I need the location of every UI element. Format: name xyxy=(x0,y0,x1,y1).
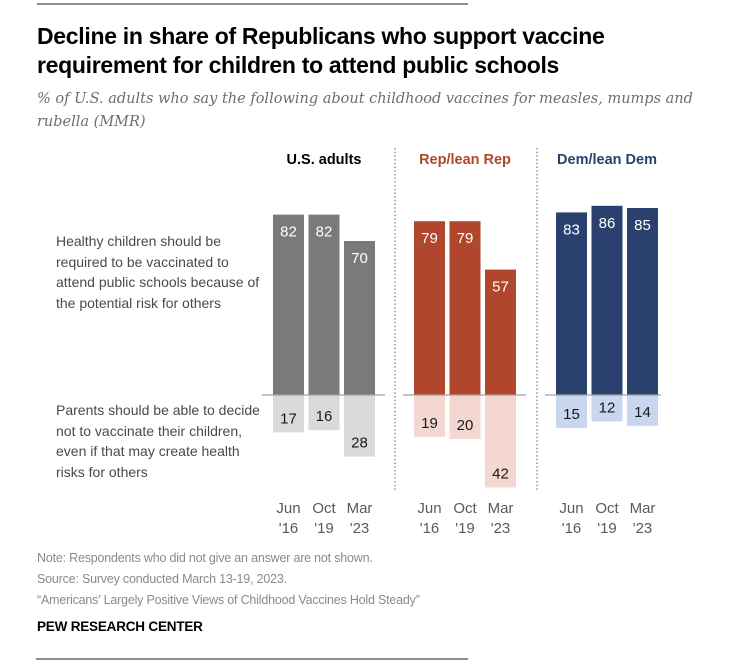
bottom-rule xyxy=(36,658,468,660)
bar-required-u-s-adults-1 xyxy=(273,214,304,395)
bar-required-rep-lean-rep-1 xyxy=(414,221,445,395)
bar-required-dem-lean-dem-2 xyxy=(591,205,623,395)
value-label-decide-rep-lean-rep-2: 20 xyxy=(457,417,474,434)
value-label-decide-rep-lean-rep-3: 42 xyxy=(492,465,509,482)
value-label-decide-u-s-adults-2: 16 xyxy=(316,408,333,425)
row-label-required: Healthy children should be required to b… xyxy=(56,233,260,311)
value-label-decide-dem-lean-dem-3: 14 xyxy=(634,404,651,421)
bar-decide-dem-lean-dem-1 xyxy=(556,395,587,428)
x-tick-label-u-s-adults-3-month: Mar xyxy=(347,500,373,517)
x-tick-label-u-s-adults-1-year: '16 xyxy=(279,520,299,537)
bar-decide-dem-lean-dem-3 xyxy=(627,395,658,426)
value-label-decide-u-s-adults-3: 28 xyxy=(351,435,368,452)
x-tick-label-dem-lean-dem-2-year: '19 xyxy=(597,520,617,537)
group-label-dem-lean-dem: Dem/lean Dem xyxy=(557,152,657,168)
value-label-required-u-s-adults-2: 82 xyxy=(316,224,333,241)
x-tick-label-rep-lean-rep-2-year: '19 xyxy=(455,520,475,537)
x-tick-label-rep-lean-rep-2-month: Oct xyxy=(453,500,477,517)
bar-decide-rep-lean-rep-1 xyxy=(414,395,445,437)
bar-required-u-s-adults-2 xyxy=(308,214,340,395)
x-tick-label-rep-lean-rep-3-year: '23 xyxy=(491,520,511,537)
x-tick-label-dem-lean-dem-3-month: Mar xyxy=(630,500,656,517)
x-tick-label-rep-lean-rep-1-month: Jun xyxy=(417,500,441,517)
bar-decide-rep-lean-rep-3 xyxy=(485,395,516,488)
value-label-required-dem-lean-dem-2: 86 xyxy=(599,215,616,232)
value-label-decide-dem-lean-dem-2: 12 xyxy=(599,399,616,416)
top-rule xyxy=(37,3,468,5)
bar-required-rep-lean-rep-2 xyxy=(449,221,481,395)
group-label-rep-lean-rep: Rep/lean Rep xyxy=(419,152,511,168)
value-label-required-dem-lean-dem-1: 83 xyxy=(563,221,580,238)
x-tick-label-rep-lean-rep-3-month: Mar xyxy=(488,500,514,517)
bar-decide-u-s-adults-1 xyxy=(273,395,304,433)
group-label-u-s-adults: U.S. adults xyxy=(287,152,362,168)
chart-title: Decline in share of Republicans who supp… xyxy=(37,23,605,78)
bar-decide-u-s-adults-3 xyxy=(344,395,375,457)
bar-required-dem-lean-dem-3 xyxy=(627,208,658,395)
x-tick-label-u-s-adults-2-month: Oct xyxy=(312,500,336,517)
value-label-required-dem-lean-dem-3: 85 xyxy=(634,217,651,234)
value-label-decide-dem-lean-dem-1: 15 xyxy=(563,406,580,423)
x-tick-label-u-s-adults-2-year: '19 xyxy=(314,520,334,537)
value-label-decide-u-s-adults-1: 17 xyxy=(280,410,297,427)
value-label-decide-rep-lean-rep-1: 19 xyxy=(421,415,438,432)
bar-decide-rep-lean-rep-2 xyxy=(449,395,481,439)
bar-decide-dem-lean-dem-2 xyxy=(591,395,623,422)
value-label-required-rep-lean-rep-3: 57 xyxy=(492,279,509,296)
bar-required-rep-lean-rep-3 xyxy=(485,269,516,395)
note-text: Note: Respondents who did not give an an… xyxy=(37,551,373,565)
x-tick-label-dem-lean-dem-1-year: '16 xyxy=(562,520,582,537)
report-title-text: “Americans’ Largely Positive Views of Ch… xyxy=(37,593,420,607)
bar-required-dem-lean-dem-1 xyxy=(556,212,587,395)
x-tick-label-rep-lean-rep-1-year: '16 xyxy=(420,520,440,537)
x-tick-label-dem-lean-dem-2-month: Oct xyxy=(595,500,619,517)
bar-required-u-s-adults-3 xyxy=(344,241,375,395)
row-label-decide: Parents should be able to decide not to … xyxy=(56,402,260,480)
chart-subtitle: % of U.S. adults who say the following a… xyxy=(37,91,693,130)
x-tick-label-u-s-adults-1-month: Jun xyxy=(276,500,300,517)
x-tick-label-dem-lean-dem-1-month: Jun xyxy=(559,500,583,517)
bar-decide-u-s-adults-2 xyxy=(308,395,340,431)
value-label-required-u-s-adults-1: 82 xyxy=(280,224,297,241)
value-label-required-rep-lean-rep-2: 79 xyxy=(457,230,474,247)
x-tick-label-u-s-adults-3-year: '23 xyxy=(350,520,370,537)
pew-research-center-logo: PEW RESEARCH CENTER xyxy=(37,619,203,634)
source-text: Source: Survey conducted March 13-19, 20… xyxy=(37,572,287,586)
value-label-required-u-s-adults-3: 70 xyxy=(351,250,368,267)
value-label-required-rep-lean-rep-1: 79 xyxy=(421,230,438,247)
x-tick-label-dem-lean-dem-3-year: '23 xyxy=(633,520,653,537)
